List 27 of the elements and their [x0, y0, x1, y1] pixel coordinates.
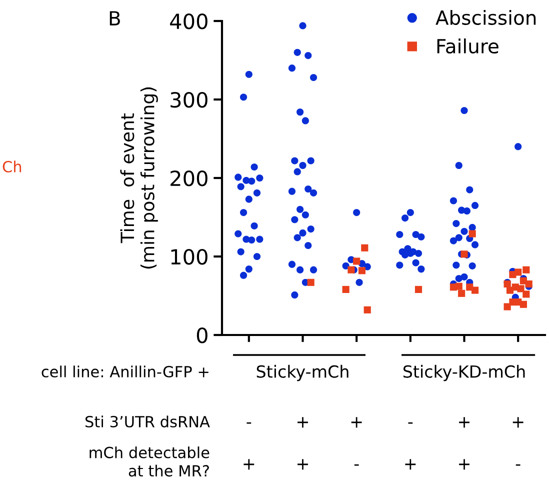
text: Sticky-KD-mCh: [403, 364, 525, 382]
text: +: [459, 417, 470, 428]
legend-label: Failure: [437, 38, 498, 54]
text: +: [244, 459, 254, 470]
legend-label: Abscission: [436, 10, 536, 25]
text: +: [512, 417, 524, 428]
text: cell line: Anillin-GFP +: [42, 366, 208, 378]
y-tick-label: 200: [170, 170, 208, 186]
text: +: [459, 459, 470, 470]
text: +: [351, 417, 362, 428]
text: -: [516, 464, 520, 466]
text: mCh detectable at the MR?: [90, 446, 210, 477]
y-tick-label: 0: [196, 327, 208, 344]
text: B: [110, 11, 120, 26]
text: +: [298, 417, 308, 428]
text: -: [408, 422, 413, 424]
text: -: [246, 422, 252, 424]
y-tick-label: 100: [171, 248, 208, 265]
y-tick-label: 400: [170, 13, 208, 30]
y-tick-label: 300: [170, 92, 208, 108]
text: +: [405, 459, 416, 470]
y-axis-title: Time of event (min post furrowing): [120, 87, 158, 269]
text: Sti 3’UTR dsRNA: [86, 416, 210, 428]
text: -: [354, 464, 359, 466]
text: +: [298, 459, 308, 470]
text: Sticky-mCh: [256, 364, 348, 382]
text: Ch: [2, 160, 22, 172]
